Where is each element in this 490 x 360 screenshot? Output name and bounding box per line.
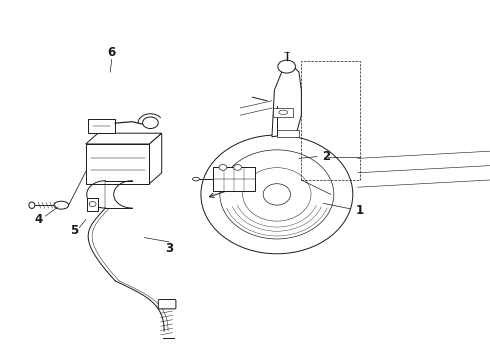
Ellipse shape xyxy=(263,184,291,205)
Polygon shape xyxy=(272,65,301,137)
Text: 4: 4 xyxy=(34,213,42,226)
Text: 5: 5 xyxy=(71,224,78,237)
Bar xyxy=(213,167,255,191)
Text: 3: 3 xyxy=(165,242,173,255)
Text: 1: 1 xyxy=(356,204,364,217)
Polygon shape xyxy=(149,133,162,184)
Circle shape xyxy=(89,202,96,207)
FancyBboxPatch shape xyxy=(158,300,176,309)
Circle shape xyxy=(278,60,295,73)
Bar xyxy=(88,119,115,133)
Bar xyxy=(301,61,360,180)
Ellipse shape xyxy=(201,135,353,254)
Ellipse shape xyxy=(243,168,311,221)
Bar xyxy=(86,144,149,184)
Ellipse shape xyxy=(54,201,69,209)
Bar xyxy=(87,198,98,211)
Circle shape xyxy=(234,165,242,170)
Polygon shape xyxy=(277,130,299,137)
Text: 6: 6 xyxy=(108,46,116,59)
Bar xyxy=(273,108,293,117)
Ellipse shape xyxy=(279,110,288,114)
Polygon shape xyxy=(86,133,162,144)
Ellipse shape xyxy=(29,202,35,208)
Text: 2: 2 xyxy=(322,150,330,163)
Ellipse shape xyxy=(193,177,199,181)
Circle shape xyxy=(143,117,158,129)
Circle shape xyxy=(219,165,227,170)
Ellipse shape xyxy=(220,150,334,239)
